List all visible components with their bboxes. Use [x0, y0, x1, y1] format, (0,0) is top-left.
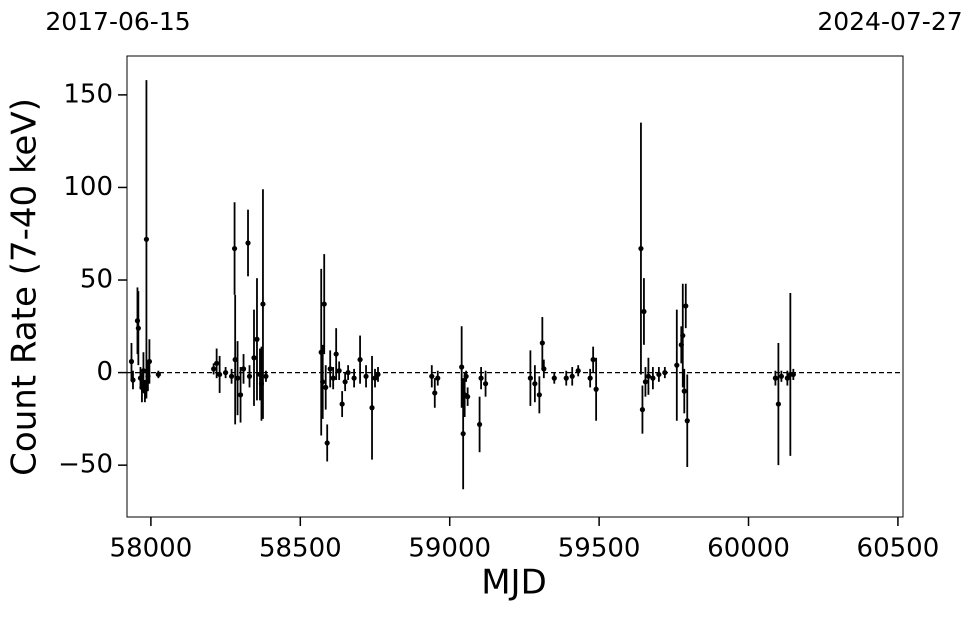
y-tick-label: 100 — [63, 172, 113, 202]
data-point — [324, 440, 330, 446]
data-point — [146, 358, 153, 365]
data-point — [539, 340, 545, 346]
data-point — [460, 431, 466, 437]
data-point — [240, 366, 247, 372]
data-point — [463, 373, 469, 379]
data-point — [772, 375, 779, 381]
data-point — [330, 375, 336, 381]
x-tick-label: 60000 — [707, 534, 790, 564]
data-point — [363, 373, 369, 379]
data-point — [339, 401, 345, 407]
y-tick-label: 0 — [96, 357, 113, 387]
x-tick-label: 58500 — [259, 534, 342, 564]
data-point — [342, 379, 348, 385]
data-point — [656, 371, 662, 378]
data-point — [140, 368, 147, 374]
data-point — [569, 373, 575, 379]
data-point — [369, 405, 375, 411]
data-point — [681, 388, 687, 394]
data-point — [435, 375, 441, 381]
data-point — [254, 336, 260, 342]
plot-frame — [126, 55, 904, 518]
data-point — [372, 375, 378, 381]
data-point — [232, 357, 238, 363]
x-tick-label: 59500 — [558, 534, 641, 564]
start-date: 2017-06-15 — [45, 7, 190, 36]
data-point — [320, 379, 326, 385]
data-point — [245, 240, 251, 246]
data-point — [683, 303, 689, 309]
x-tick-label: 58000 — [110, 534, 193, 564]
data-point — [128, 358, 135, 365]
data-point — [639, 407, 646, 413]
data-point — [541, 366, 547, 372]
y-tick-label: 50 — [80, 265, 113, 295]
data-point — [214, 360, 220, 366]
data-point — [357, 357, 363, 363]
data-point — [130, 377, 136, 383]
data-point — [223, 369, 229, 376]
y-tick-label: 150 — [63, 79, 113, 109]
data-point — [590, 357, 596, 363]
data-point — [375, 371, 381, 378]
y-tick-label: −50 — [58, 450, 113, 480]
data-point — [155, 371, 161, 378]
data-point — [563, 375, 569, 381]
data-point — [662, 369, 668, 376]
data-point — [217, 371, 223, 378]
data-point — [333, 351, 339, 357]
data-point — [684, 418, 690, 424]
data-point — [593, 386, 599, 392]
data-point — [532, 381, 538, 387]
data-point — [650, 375, 656, 381]
data-point — [784, 375, 790, 381]
data-point — [478, 375, 484, 381]
data-point — [536, 392, 542, 398]
data-point — [778, 373, 784, 379]
data-point — [575, 368, 581, 374]
data-point — [143, 236, 150, 242]
x-axis-label: MJD — [481, 563, 547, 603]
data-point — [251, 355, 257, 361]
data-point — [351, 375, 357, 381]
data-point — [476, 421, 483, 428]
data-point — [260, 301, 266, 307]
data-point — [336, 368, 342, 374]
data-point — [482, 381, 489, 387]
data-point — [234, 375, 241, 381]
data-point — [459, 364, 465, 370]
x-tick-label: 60500 — [857, 534, 940, 564]
x-tick-label: 59000 — [408, 534, 491, 564]
data-point — [228, 373, 235, 379]
data-point — [642, 379, 649, 385]
data-point — [135, 325, 141, 331]
data-point — [551, 375, 557, 381]
data-point — [465, 394, 471, 400]
data-point — [432, 390, 438, 396]
data-point — [211, 366, 217, 372]
data-point — [321, 301, 327, 307]
data-point — [429, 373, 435, 379]
data-point — [231, 245, 238, 252]
y-axis-label: Count Rate (7-40 keV) — [5, 98, 45, 476]
data-point — [680, 332, 686, 339]
data-point — [246, 373, 253, 379]
data-point — [587, 375, 593, 381]
data-point — [345, 369, 351, 376]
data-point — [790, 371, 796, 378]
data-point — [237, 392, 244, 398]
data-point — [263, 373, 269, 379]
data-point — [638, 245, 644, 252]
data-point — [327, 366, 333, 372]
data-point — [641, 308, 647, 315]
data-point — [258, 381, 265, 387]
end-date: 2024-07-27 — [817, 7, 962, 36]
data-point — [527, 375, 533, 381]
data-point — [775, 401, 781, 407]
data-point — [674, 362, 680, 368]
data-point — [323, 384, 329, 391]
data-point — [645, 373, 652, 379]
